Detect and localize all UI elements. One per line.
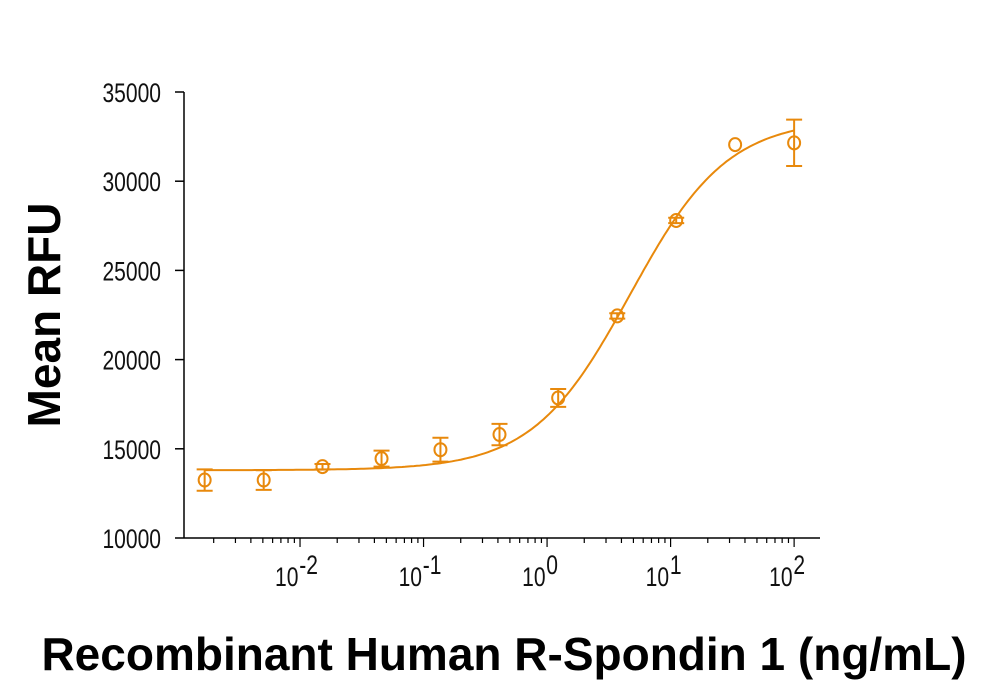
point-marker [610,308,625,324]
y-axis: 10000 15000 20000 25000 30000 35000 [102,79,185,555]
data-point [550,388,567,408]
x-tick-exponent: -2 [299,551,318,581]
data-point [432,436,449,463]
y-tick-label: 20000 [102,346,161,376]
x-tick-label: 10 -2 [275,551,318,593]
data-point [609,308,626,324]
x-tick-label: 10 2 [769,551,805,593]
point-marker [669,212,684,228]
data-point [668,212,685,228]
data-point [314,459,331,475]
point-marker [787,135,802,151]
data-point [373,449,390,468]
x-axis: 10 -2 10 -1 10 0 10 1 10 2 [184,537,820,593]
fit-curve [204,129,795,472]
y-tick-label: 35000 [102,79,161,109]
x-tick-label: 10 0 [522,551,558,593]
point-marker [492,427,507,443]
x-tick-exponent: 1 [670,551,682,581]
point-marker [256,472,271,488]
point-marker [197,472,212,488]
y-tick-label: 25000 [102,257,161,287]
data-point [786,118,803,168]
x-tick-base: 10 [646,563,669,593]
fit-curve-group [204,129,795,472]
data-point [196,468,213,492]
y-tick-label: 30000 [102,168,161,198]
y-axis-title: Mean RFU [18,203,70,428]
x-tick-base: 10 [275,563,298,593]
data-point [491,422,508,447]
y-tick-label: 15000 [102,435,161,465]
point-marker [433,442,448,458]
x-tick-base: 10 [522,563,545,593]
x-axis-title: Recombinant Human R-Spondin 1 (ng/mL) [41,628,966,680]
point-marker [315,459,330,475]
x-tick-base: 10 [769,563,792,593]
point-marker [728,137,743,153]
x-tick-base: 10 [399,563,422,593]
point-marker [551,390,566,406]
data-point [255,469,272,491]
data-points [196,118,803,492]
x-tick-exponent: 0 [546,551,558,581]
y-tick-label: 10000 [102,525,161,555]
point-marker [374,451,389,467]
x-tick-label: 10 -1 [399,551,442,593]
data-point [728,137,743,153]
x-tick-label: 10 1 [646,551,682,593]
x-tick-exponent: -1 [423,551,442,581]
x-tick-exponent: 2 [793,551,805,581]
